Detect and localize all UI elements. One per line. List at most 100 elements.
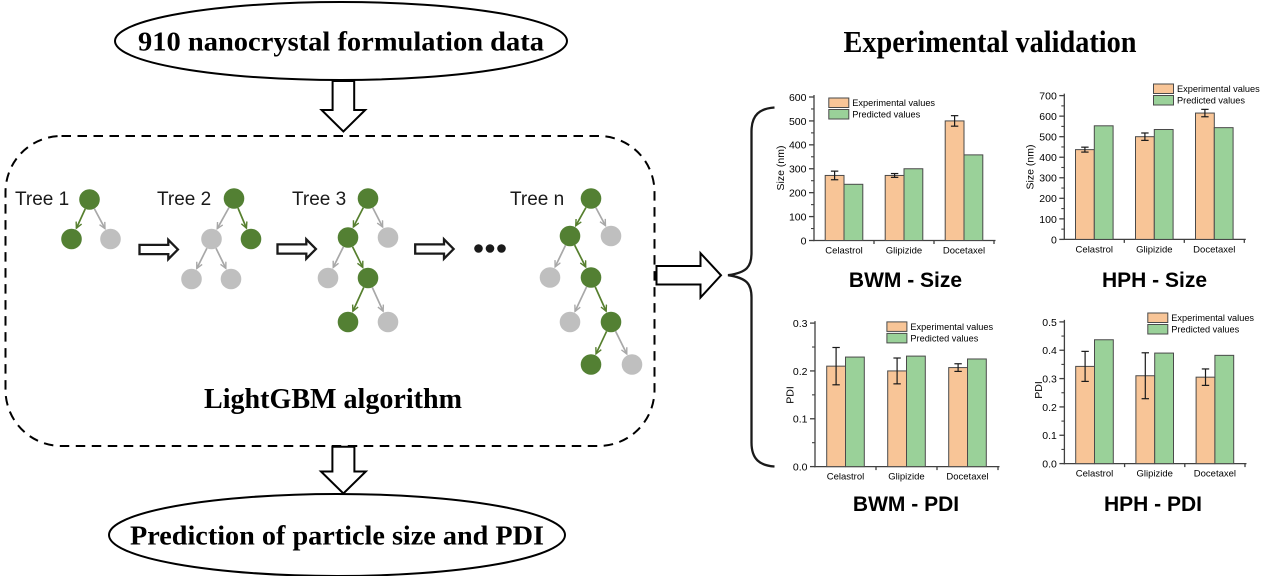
bar (1195, 112, 1215, 240)
y-tick-label: 0.3 (793, 318, 808, 330)
tree-label: Tree 2 (157, 189, 211, 210)
bar (884, 174, 905, 242)
x-category-label: Docetaxel (946, 472, 988, 483)
series-experimental (826, 346, 969, 468)
x-category-label: Celastrol (1076, 469, 1114, 480)
y-tick-label: 0.3 (1042, 373, 1057, 385)
bar (1135, 136, 1155, 240)
bar (967, 358, 987, 468)
x-category-label: Glipizide (888, 472, 924, 483)
tree-edge (217, 207, 230, 229)
legend-swatch (886, 321, 908, 332)
tree-edge (237, 207, 246, 228)
x-category-label: Docetaxel (943, 246, 985, 257)
series-predicted (843, 154, 984, 242)
validation-title: Experimental validation (844, 24, 1137, 59)
validation-panel: Experimental validation 0 100 200 300 400 500… (727, 24, 1260, 516)
legend: Experimental values Predicted values (1147, 312, 1254, 335)
legend-swatch (1153, 83, 1174, 94)
legend: Experimental values Predicted values (886, 321, 994, 344)
tree-edge (371, 287, 383, 311)
tree-edge (594, 286, 606, 311)
tree-node-green (223, 188, 245, 209)
legend-swatch (1153, 95, 1174, 106)
bar (963, 154, 984, 241)
tree-node-gray (181, 268, 202, 290)
series-experimental (1075, 108, 1215, 240)
ellipsis-dot (474, 244, 483, 253)
bar (1093, 125, 1114, 240)
tree-label: Tree 1 (15, 189, 69, 210)
input-data-label: 910 nanocrystal formulation data (138, 27, 545, 57)
tree-edge (573, 244, 587, 267)
chart-subtitle: HPH - PDI (1104, 493, 1202, 516)
x-category-label: Celastrol (825, 246, 863, 257)
tree-edge (353, 287, 365, 311)
tree-node-green (580, 354, 602, 375)
tree-edge (93, 208, 106, 229)
tree-1: Tree 1 (15, 189, 121, 250)
bar (1195, 376, 1216, 465)
tree-edge (215, 247, 226, 268)
y-tick-label: 0.4 (1042, 345, 1057, 357)
tree-node-gray (377, 311, 399, 333)
tree-edge (614, 330, 628, 354)
tree-label: Tree 3 (292, 189, 346, 210)
bar (843, 183, 864, 242)
chart-subtitle: BWM - PDI (853, 493, 959, 516)
tree-edge (76, 208, 87, 228)
tree-edge (351, 246, 364, 268)
y-tick-label: 0 (801, 235, 807, 247)
y-tick-label: 100 (789, 211, 807, 223)
y-tick-label: 0.1 (1042, 430, 1057, 442)
flow-arrow-top (319, 80, 368, 133)
x-category-label: Glipizide (1136, 244, 1172, 255)
y-tick-label: 0 (1051, 234, 1057, 246)
legend-label: Experimental values (852, 98, 935, 108)
y-tick-label: 600 (1039, 111, 1057, 123)
tree-node-green (559, 225, 581, 247)
bar (887, 370, 908, 468)
tree-node-green (357, 267, 379, 289)
y-axis-title: PDI (785, 386, 797, 404)
tree-node-green (580, 188, 602, 209)
x-category-label: Glipizide (886, 246, 922, 257)
y-axis-title: PDI (1033, 381, 1045, 399)
series-predicted (1094, 339, 1235, 465)
tree-node-green (357, 188, 379, 209)
bar (1213, 127, 1234, 240)
y-tick-label: 0.5 (1042, 317, 1057, 329)
lightgbm-label: LightGBM algorithm (204, 384, 462, 415)
tree-4: Tree n (510, 188, 643, 375)
series-experimental (824, 115, 965, 242)
y-tick-label: 200 (1039, 193, 1057, 205)
tree-step-arrow-2 (276, 236, 318, 262)
chart-bwm-size: 0 100 200 300 400 500 600 Celastrol Glipizide Doc… (775, 92, 996, 292)
tree-node-gray (201, 228, 222, 250)
y-tick-label: 0.2 (1042, 402, 1057, 414)
tree-step-arrow-1 (138, 237, 180, 262)
lightgbm-box (4, 135, 656, 447)
chart-subtitle: BWM - Size (849, 269, 962, 292)
tree-node-gray (377, 227, 399, 248)
tree-edge (371, 207, 384, 227)
tree-node-green (240, 228, 262, 250)
legend-label: Experimental values (1177, 84, 1260, 94)
tree-node-gray (220, 268, 242, 290)
tree-edge (332, 246, 345, 268)
bar (948, 367, 969, 468)
tree-3: Tree 3 (292, 188, 399, 333)
y-axis-title: Size (nm) (775, 146, 787, 191)
bar (1075, 149, 1095, 240)
tree-node-gray (317, 267, 339, 289)
chart-bwm-pdi: 0.0 0.1 0.2 0.3 Celastrol Glipizide Docetaxel P… (785, 318, 1000, 516)
tree-label: Tree n (510, 189, 564, 210)
legend-swatch (828, 97, 850, 108)
tree-node-green (337, 227, 359, 248)
chart-hph-size: 0 100 200 300 400 500 600 700 Celastrol Glipizide… (1025, 83, 1260, 292)
bar (903, 168, 924, 241)
tree-node-gray (559, 311, 581, 333)
flow-arrow-bottom (318, 445, 369, 495)
